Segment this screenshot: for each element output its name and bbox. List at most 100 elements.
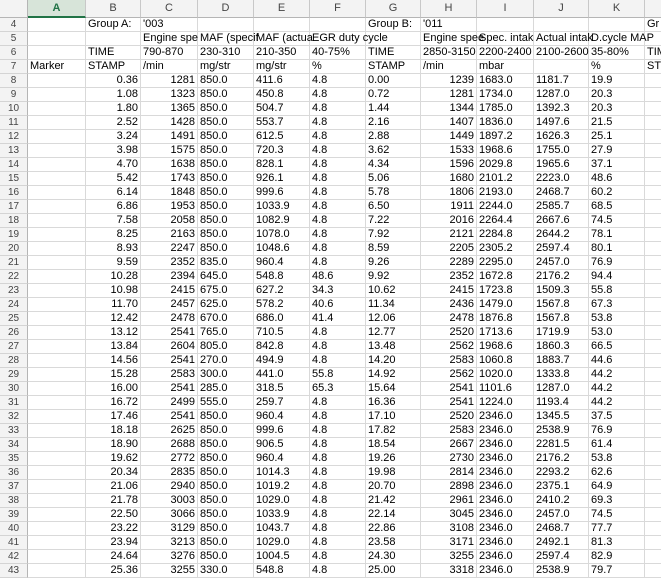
cell[interactable]: MAF (specif: [198, 32, 259, 46]
cell[interactable]: 2352: [421, 270, 477, 284]
cell[interactable]: [28, 410, 86, 424]
cell[interactable]: 19.98: [366, 466, 421, 480]
cell[interactable]: 3276: [141, 550, 198, 564]
row-header[interactable]: 39: [0, 508, 28, 522]
cell[interactable]: 1848: [141, 186, 198, 200]
cell[interactable]: 578.2: [254, 298, 310, 312]
cell[interactable]: 10.98: [86, 284, 141, 298]
cell[interactable]: 2121: [421, 228, 477, 242]
cell[interactable]: 2541: [421, 396, 477, 410]
cell[interactable]: 15.28: [86, 368, 141, 382]
cell[interactable]: 625.0: [198, 298, 254, 312]
cell[interactable]: [28, 396, 86, 410]
cell[interactable]: [645, 200, 661, 214]
cell[interactable]: 4.8: [310, 550, 366, 564]
cell[interactable]: 2520: [421, 326, 477, 340]
cell[interactable]: [28, 354, 86, 368]
cell[interactable]: 670.0: [198, 312, 254, 326]
cell[interactable]: 2058: [141, 214, 198, 228]
cell[interactable]: 20.70: [366, 480, 421, 494]
cell[interactable]: 850.0: [198, 494, 254, 508]
cell[interactable]: 1575: [141, 144, 198, 158]
cell[interactable]: 60.2: [589, 186, 645, 200]
cell[interactable]: 1491: [141, 130, 198, 144]
cell[interactable]: 850.0: [198, 158, 254, 172]
cell[interactable]: 2961: [421, 494, 477, 508]
cell[interactable]: 2415: [141, 284, 198, 298]
cell[interactable]: 1743: [141, 172, 198, 186]
cell[interactable]: [28, 32, 86, 46]
cell[interactable]: [28, 382, 86, 396]
cell[interactable]: [645, 116, 661, 130]
cell[interactable]: 2940: [141, 480, 198, 494]
cell[interactable]: 76.9: [589, 256, 645, 270]
cell[interactable]: 2163: [141, 228, 198, 242]
cell[interactable]: 4.8: [310, 466, 366, 480]
cell[interactable]: 2478: [421, 312, 477, 326]
cell[interactable]: 5.78: [366, 186, 421, 200]
cell[interactable]: [645, 32, 661, 46]
cell[interactable]: 1876.8: [477, 312, 534, 326]
cell[interactable]: [28, 424, 86, 438]
cell[interactable]: '011: [421, 18, 477, 32]
cell[interactable]: 2352: [141, 256, 198, 270]
cell[interactable]: [645, 340, 661, 354]
cell[interactable]: [645, 564, 661, 578]
cell[interactable]: 1897.2: [477, 130, 534, 144]
cell[interactable]: 850.0: [198, 88, 254, 102]
row-header[interactable]: 4: [0, 18, 28, 32]
cell[interactable]: 2583: [141, 368, 198, 382]
cell[interactable]: %: [589, 60, 645, 74]
row-header[interactable]: 27: [0, 340, 28, 354]
cell[interactable]: 1014.3: [254, 466, 310, 480]
cell[interactable]: 4.8: [310, 452, 366, 466]
row-header[interactable]: 26: [0, 326, 28, 340]
cell[interactable]: 2538.9: [534, 564, 589, 578]
cell[interactable]: STAMP: [86, 60, 141, 74]
cell[interactable]: 22.50: [86, 508, 141, 522]
cell[interactable]: 2100-2600: [534, 46, 589, 60]
cell[interactable]: 62.6: [589, 466, 645, 480]
cell[interactable]: 1497.6: [534, 116, 589, 130]
cell[interactable]: 1.08: [86, 88, 141, 102]
cell[interactable]: 1078.0: [254, 228, 310, 242]
cell[interactable]: [28, 256, 86, 270]
cell[interactable]: 2346.0: [477, 522, 534, 536]
cell[interactable]: 18.54: [366, 438, 421, 452]
cell[interactable]: 6.86: [86, 200, 141, 214]
cell[interactable]: [477, 18, 534, 32]
cell[interactable]: 23.58: [366, 536, 421, 550]
cell[interactable]: [28, 326, 86, 340]
cell[interactable]: 21.06: [86, 480, 141, 494]
cell[interactable]: [645, 354, 661, 368]
cell[interactable]: 0.36: [86, 74, 141, 88]
row-header[interactable]: 40: [0, 522, 28, 536]
row-header[interactable]: 14: [0, 158, 28, 172]
cell[interactable]: 850.0: [198, 130, 254, 144]
cell[interactable]: Actual intak: [534, 32, 593, 46]
row-header[interactable]: 29: [0, 368, 28, 382]
cell[interactable]: [28, 508, 86, 522]
cell[interactable]: 2541: [141, 354, 198, 368]
row-header[interactable]: 25: [0, 312, 28, 326]
cell[interactable]: 16.36: [366, 396, 421, 410]
cell[interactable]: 1965.6: [534, 158, 589, 172]
cell[interactable]: [28, 522, 86, 536]
cell[interactable]: 9.26: [366, 256, 421, 270]
cell[interactable]: 5.42: [86, 172, 141, 186]
cell[interactable]: 19.9: [589, 74, 645, 88]
cell[interactable]: 4.8: [310, 396, 366, 410]
cell[interactable]: 19.62: [86, 452, 141, 466]
cell[interactable]: MAF (actua: [254, 32, 313, 46]
cell[interactable]: D.cycle MAP: [589, 32, 654, 46]
cell[interactable]: 40.6: [310, 298, 366, 312]
cell[interactable]: 10.28: [86, 270, 141, 284]
cell[interactable]: 48.6: [589, 172, 645, 186]
cell[interactable]: 14.20: [366, 354, 421, 368]
cell[interactable]: 1323: [141, 88, 198, 102]
row-header[interactable]: 16: [0, 186, 28, 200]
row-header[interactable]: 23: [0, 284, 28, 298]
row-header[interactable]: 19: [0, 228, 28, 242]
cell[interactable]: [28, 340, 86, 354]
cell[interactable]: [645, 410, 661, 424]
